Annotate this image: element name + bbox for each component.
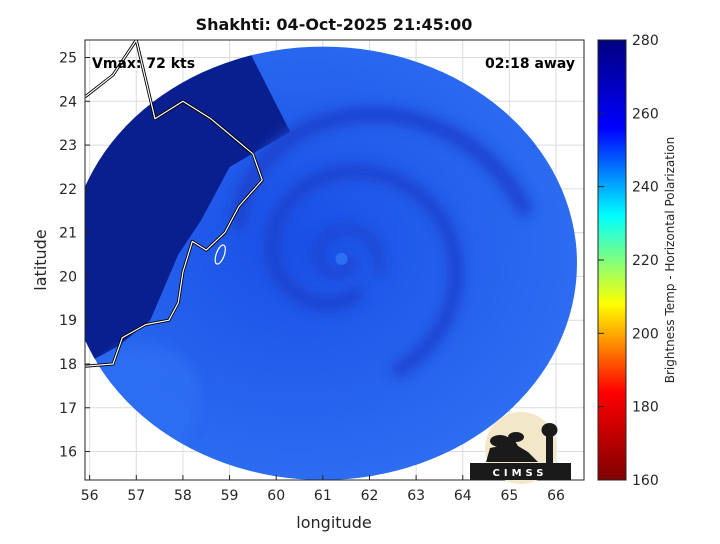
southern-rain-band [230, 106, 532, 231]
x-tick-label: 64 [454, 488, 472, 504]
logo-dish-right [508, 432, 524, 442]
x-tick-label: 66 [547, 488, 565, 504]
y-tick-label: 24 [59, 94, 77, 110]
y-tick-label: 18 [59, 357, 77, 373]
logo-tower-tank [541, 423, 558, 437]
inner-eyewall-band [313, 224, 385, 279]
x-tick-label: 65 [500, 488, 518, 504]
x-tick-label: 61 [314, 488, 332, 504]
cimss-logo: CIMSS [470, 412, 571, 484]
x-tick-label: 62 [361, 488, 379, 504]
outer-rain-band [264, 164, 464, 377]
y-axis-ticks: 16 17 18 19 20 21 22 23 24 25 [59, 51, 90, 461]
x-tick-label: 59 [221, 488, 239, 504]
masirah-island [214, 244, 226, 265]
chart-title: Shakhti: 04-Oct-2025 21:45:00 [196, 15, 473, 34]
field-detail [85, 46, 532, 455]
x-tick-label: 63 [407, 488, 425, 504]
y-tick-label: 23 [59, 138, 77, 154]
y-tick-label: 25 [59, 51, 77, 67]
x-axis-label: longitude [296, 513, 371, 532]
colorbar-tick-label: 240 [632, 180, 659, 196]
y-tick-label: 16 [59, 445, 77, 461]
y-axis-label: latitude [31, 229, 50, 290]
logo-text: CIMSS [493, 468, 548, 479]
colorbar-tick-label: 220 [632, 253, 659, 269]
time-offset-annotation: 02:18 away [485, 56, 575, 72]
y-tick-label: 20 [59, 269, 77, 285]
x-tick-label: 56 [81, 488, 99, 504]
y-tick-label: 22 [59, 182, 77, 198]
storm-eye [335, 252, 348, 265]
land-region [85, 46, 291, 364]
y-tick-label: 17 [59, 401, 77, 417]
colorbar-tick-label: 180 [632, 400, 659, 416]
field-layers [85, 46, 532, 455]
x-tick-label: 58 [174, 488, 192, 504]
x-tick-label: 60 [267, 488, 285, 504]
colorbar-tick-label: 160 [632, 473, 659, 489]
coastline [85, 40, 264, 368]
brightness-field [85, 46, 577, 480]
coastline-inner [85, 40, 263, 367]
logo-dish-left [490, 435, 510, 447]
vmax-annotation: Vmax: 72 kts [92, 56, 195, 72]
colorbar-ticks: 160 180 200 220 240 260 280 [598, 33, 659, 489]
colorbar-tick-label: 200 [632, 326, 659, 342]
y-tick-label: 21 [59, 226, 77, 242]
x-tick-label: 57 [127, 488, 145, 504]
colorbar-tick-label: 280 [632, 33, 659, 49]
rain-bands [230, 106, 532, 377]
y-tick-label: 19 [59, 313, 77, 329]
x-axis-ticks: 56 57 58 59 60 61 62 63 64 65 66 [81, 475, 565, 504]
colorbar-tick-label: 260 [632, 106, 659, 122]
axes-frame [84, 39, 585, 481]
logo-tower [546, 433, 553, 463]
logo-banner [470, 463, 571, 480]
logo-silhouette [486, 436, 538, 462]
colorbar-label: Brightness Temp - Horizontal Polarizatio… [663, 137, 677, 384]
